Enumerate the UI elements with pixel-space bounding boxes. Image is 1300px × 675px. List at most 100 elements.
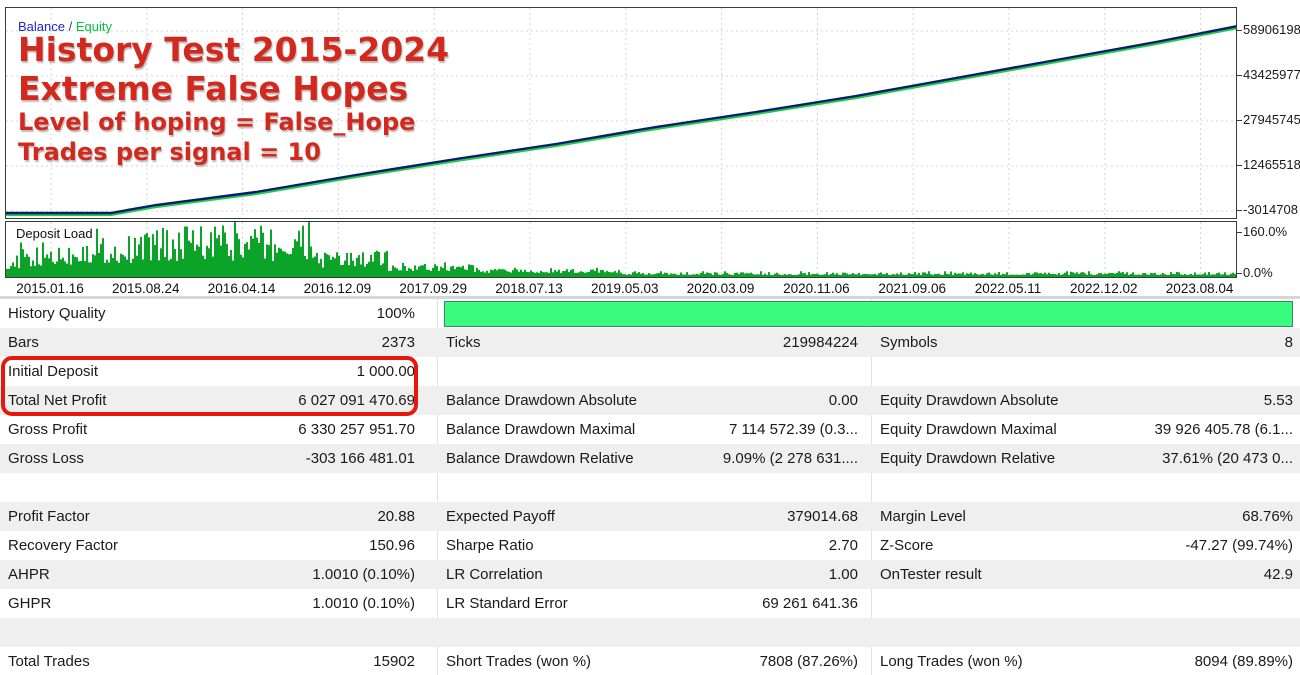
stat-value: 5.53 [1263, 392, 1293, 409]
balance-equity-chart[interactable]: Balance / Equity [5, 7, 1237, 219]
stat-value: 37.61% (20 473 0... [1162, 450, 1293, 467]
legend-balance-label: Balance [18, 19, 65, 34]
table-cell: Short Trades (won %) 7808 (87.26%) [437, 647, 871, 675]
y-axis-tick [1237, 210, 1242, 211]
stat-label: Short Trades (won %) [446, 653, 592, 670]
x-axis-date-label: 2017.09.29 [399, 281, 467, 296]
table-row: Initial Deposit 1 000.00 [0, 357, 1300, 386]
x-axis-date-label: 2022.12.02 [1070, 281, 1138, 296]
table-cell: AHPR 1.0010 (0.10%) [0, 560, 437, 589]
red-highlight-annotation-box [1, 356, 418, 416]
deposit-axis-tick [1237, 273, 1242, 274]
table-row: GHPR 1.0010 (0.10%) LR Standard Error 69 26… [0, 589, 1300, 618]
stat-value: 20.88 [377, 508, 415, 525]
equity-line [6, 27, 1236, 217]
stat-label: Balance Drawdown Absolute [446, 392, 637, 409]
stat-label: Total Trades [8, 653, 90, 670]
table-cell: Balance Drawdown Maximal 7 114 572.39 (0.… [437, 415, 871, 444]
y-axis-label: 27945745 [1243, 112, 1300, 127]
stat-label: Sharpe Ratio [446, 537, 534, 554]
y-axis-tick [1237, 165, 1242, 166]
stat-label: Equity Drawdown Maximal [880, 421, 1057, 438]
stat-label: Recovery Factor [8, 537, 119, 554]
table-cell: Balance Drawdown Absolute 0.00 [437, 386, 871, 415]
legend-equity-label: Equity [75, 19, 112, 34]
stat-value: 6 027 091 470.69 [298, 392, 415, 409]
x-axis-date-label: 2022.05.11 [974, 281, 1042, 296]
table-row: AHPR 1.0010 (0.10%) LR Correlation 1.00 OnTe… [0, 560, 1300, 589]
table-cell: Total Net Profit 6 027 091 470.69 [0, 386, 437, 415]
table-cell: Equity Drawdown Relative 37.61% (20 473 0… [871, 444, 1300, 473]
legend-separator: / [64, 19, 76, 34]
deposit-axis-min-label: 0.0% [1243, 265, 1273, 280]
table-row [0, 473, 1300, 502]
y-axis-label: -3014708 [1243, 202, 1298, 217]
stat-value: 150.96 [369, 537, 415, 554]
table-cell: OnTester result 42.9 [871, 560, 1300, 589]
stat-label: Gross Loss [8, 450, 84, 467]
stat-label: Total Net Profit [8, 392, 107, 409]
annotation-param-line2: Trades per signal = 10 [18, 138, 321, 166]
table-row: Recovery Factor 150.96 Sharpe Ratio 2.70 Z-S… [0, 531, 1300, 560]
stat-label: Expected Payoff [446, 508, 555, 525]
stat-label: Margin Level [880, 508, 966, 525]
table-cell: Long Trades (won %) 8094 (89.89%) [871, 647, 1300, 675]
stat-value: 219984224 [782, 334, 858, 351]
stat-value: 68.76% [1242, 508, 1293, 525]
table-row: Bars 2373 Ticks 219984224 Symbols 8 [0, 328, 1300, 357]
stat-value: 7808 (87.26%) [759, 653, 858, 670]
table-separator [0, 296, 1300, 299]
table-cell: Sharpe Ratio 2.70 [437, 531, 871, 560]
stat-value: 8094 (89.89%) [1194, 653, 1293, 670]
table-cell: Ticks 219984224 [437, 328, 871, 357]
table-row: Profit Factor 20.88 Expected Payoff 379014.… [0, 502, 1300, 531]
stat-label: Bars [8, 334, 39, 351]
stat-label: History Quality [8, 305, 106, 322]
stat-value: 2.70 [828, 537, 858, 554]
stat-label: Gross Profit [8, 421, 88, 438]
y-axis-tick [1237, 75, 1242, 76]
stat-value: 1.00 [828, 566, 858, 583]
stat-value: 6 330 257 951.70 [298, 421, 415, 438]
stat-label: Z-Score [880, 537, 934, 554]
y-axis-label: 12465518 [1243, 157, 1300, 172]
stat-label: Long Trades (won %) [880, 653, 1023, 670]
annotation-title-line1: History Test 2015-2024 [18, 30, 450, 69]
table-cell: Profit Factor 20.88 [0, 502, 437, 531]
x-axis-date-label: 2019.05.03 [591, 281, 659, 296]
stat-value: 0.00 [828, 392, 858, 409]
stat-label: LR Standard Error [446, 595, 568, 612]
stat-label: Balance Drawdown Relative [446, 450, 634, 467]
table-cell: Total Trades 15902 [0, 647, 437, 675]
deposit-axis-tick [1237, 232, 1242, 233]
history-quality-progress-bar [444, 301, 1293, 327]
table-cell: Equity Drawdown Maximal 39 926 405.78 (6.… [871, 415, 1300, 444]
table-cell: Margin Level 68.76% [871, 502, 1300, 531]
table-cell: Equity Drawdown Absolute 5.53 [871, 386, 1300, 415]
deposit-load-plot [6, 222, 1236, 277]
stat-value: 7 114 572.39 (0.3... [729, 421, 858, 438]
stat-label: AHPR [8, 566, 50, 583]
stat-value: 15902 [373, 653, 415, 670]
stat-label: OnTester result [880, 566, 982, 583]
stat-value: 100% [376, 305, 415, 322]
stat-value: 379014.68 [787, 508, 858, 525]
table-cell: LR Standard Error 69 261 641.36 [437, 589, 871, 618]
table-cell: History Quality 100% [0, 299, 437, 328]
table-cell: Gross Loss -303 166 481.01 [0, 444, 437, 473]
table-cell: Bars 2373 [0, 328, 437, 357]
table-cell: Z-Score -47.27 (99.74%) [871, 531, 1300, 560]
column-divider-2 [871, 299, 872, 675]
table-cell: Recovery Factor 150.96 [0, 531, 437, 560]
x-axis-date-label: 2018.07.13 [495, 281, 563, 296]
balance-equity-plot [6, 8, 1236, 218]
table-row [0, 618, 1300, 647]
y-axis-label: 43425977 [1243, 67, 1300, 82]
y-axis-label: 58906198 [1243, 22, 1300, 37]
stat-label: Initial Deposit [8, 363, 99, 380]
table-cell: Expected Payoff 379014.68 [437, 502, 871, 531]
table-cell: Balance Drawdown Relative 9.09% (2 278 63… [437, 444, 871, 473]
stat-label: GHPR [8, 595, 52, 612]
table-cell: Gross Profit 6 330 257 951.70 [0, 415, 437, 444]
deposit-load-chart[interactable]: Deposit Load [5, 221, 1237, 278]
